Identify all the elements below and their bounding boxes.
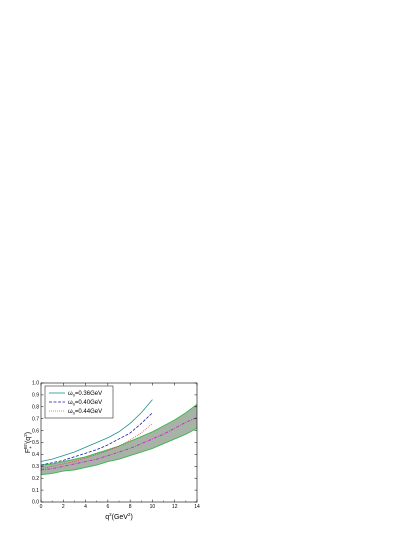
series-layer: [40, 399, 153, 470]
x-tick-label: 12: [172, 504, 178, 510]
x-tick-label: 10: [150, 504, 156, 510]
band-lower-edge: [40, 427, 198, 476]
y-tick-label: 0.9: [32, 393, 39, 399]
x-tick-label: 0: [40, 504, 43, 510]
x-tick-label: 8: [129, 504, 132, 510]
series-line-2: [40, 412, 153, 466]
y-tick-label: 0.3: [32, 464, 39, 470]
series-line-3: [40, 423, 153, 470]
x-tick-label: 2: [62, 504, 65, 510]
y-tick-label: 0.4: [32, 452, 39, 458]
legend-label-2: ω0=0.40GeV: [68, 400, 102, 407]
y-tick-label: 0.5: [32, 440, 39, 446]
x-axis-title: q2(GeV2): [105, 512, 133, 521]
x-tick-label: 6: [106, 504, 109, 510]
x-tick-label: 14: [194, 504, 200, 510]
y-tick-label: 0.0: [32, 500, 39, 506]
y-axis-title: F+Bπ(q2): [23, 432, 33, 453]
uncertainty-band: [41, 404, 197, 475]
tick-layer: 0 2 4 6 8 10 12 14 0.0 0.1 0.2 0.3 0.4 0.5 0.6 0.7 0.8 0.…: [32, 381, 200, 510]
legend: ω0=0.36GeV ω0=0.40GeV ω0=0.44GeV: [44, 385, 114, 419]
y-tick-label: 0.8: [32, 405, 39, 411]
y-tick-label: 0.1: [32, 488, 39, 494]
legend-label-1: ω0=0.36GeV: [68, 391, 102, 398]
uncertainty-band-layer: [40, 404, 198, 476]
legend-label-3: ω0=0.44GeV: [68, 409, 102, 416]
y-tick-label: 0.6: [32, 428, 39, 434]
y-tick-label: 0.7: [32, 416, 39, 422]
series-line-1: [40, 399, 153, 462]
y-tick-label: 0.2: [32, 476, 39, 482]
band-upper-edge: [40, 404, 198, 466]
band-center-line: [40, 417, 198, 471]
x-tick-label: 4: [84, 504, 87, 510]
y-tick-label: 1.0: [32, 381, 39, 387]
